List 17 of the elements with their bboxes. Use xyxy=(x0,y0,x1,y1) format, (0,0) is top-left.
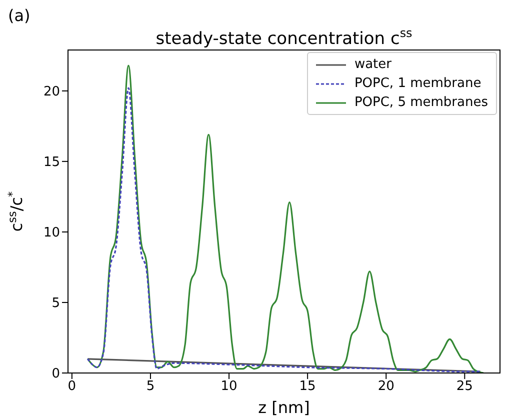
legend-label: POPC, 5 membranes xyxy=(354,94,488,112)
y-tick-label: 0 xyxy=(52,366,60,382)
legend-label: POPC, 1 membrane xyxy=(354,75,482,93)
x-tick-label: 5 xyxy=(146,379,155,394)
x-tick-label: 0 xyxy=(68,379,76,394)
y-tick-label: 15 xyxy=(43,155,60,170)
chart-title: steady-state concentration c$^{ss}$ xyxy=(156,26,412,49)
y-tick-label: 10 xyxy=(43,226,60,241)
text: (a) xyxy=(8,6,30,25)
y-tick-label: 5 xyxy=(52,296,60,312)
legend-label: water xyxy=(354,56,392,74)
x-tick-label: 20 xyxy=(378,379,394,394)
x-axis-title: z [nm] xyxy=(258,398,310,417)
x-tick-label: 10 xyxy=(220,379,238,394)
x-tick-label: 25 xyxy=(456,379,473,394)
x-tick-label: 15 xyxy=(299,379,316,394)
y-tick-label: 20 xyxy=(43,84,60,100)
